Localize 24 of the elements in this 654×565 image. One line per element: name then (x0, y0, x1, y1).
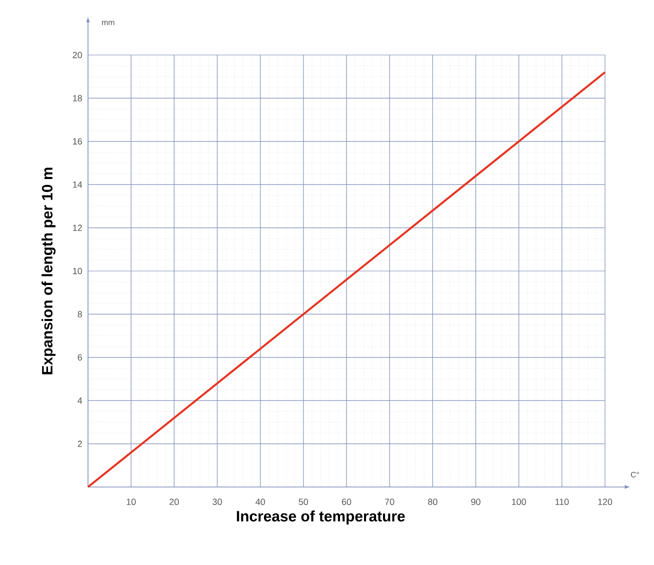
x-axis-title: Increase of temperature (236, 510, 405, 524)
x-tick-label: 120 (598, 498, 612, 505)
x-tick-label: 90 (471, 498, 480, 505)
x-tick-label: 50 (298, 498, 308, 505)
y-tick-label: 8 (78, 311, 82, 318)
y-tick-label: 10 (73, 268, 82, 274)
y-tick-label: 4 (78, 398, 82, 404)
y-tick-label: 18 (73, 95, 82, 102)
x-tick-label: 110 (555, 498, 569, 505)
y-tick-label: 12 (73, 224, 82, 231)
x-tick-label: 100 (512, 498, 526, 505)
y-tick-label: 20 (72, 52, 82, 58)
y-tick-label: 2 (78, 440, 82, 447)
x-tick-label: 10 (126, 498, 136, 505)
y-tick-label: 16 (73, 138, 82, 145)
y-axis-title: Expansion of length per 10 m (42, 168, 56, 374)
y-tick-label: 14 (73, 182, 82, 188)
x-tick-label: 80 (428, 498, 438, 505)
x-tick-label: 70 (385, 498, 394, 505)
x-tick-label: 20 (170, 498, 179, 505)
y-tick-label: 6 (78, 354, 82, 361)
x-tick-label: 60 (342, 498, 352, 505)
x-tick-label: 40 (256, 498, 265, 505)
x-tick-label: 30 (212, 498, 222, 505)
